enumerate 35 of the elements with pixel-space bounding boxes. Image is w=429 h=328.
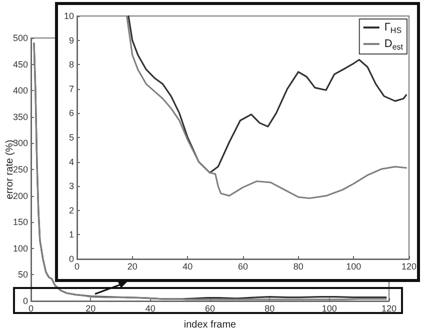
y-tick-label: 200 [12, 190, 28, 201]
y-tick-label: 50 [18, 270, 28, 280]
y-tick-label: 10 [64, 11, 74, 21]
y-tick-label: 3 [68, 181, 74, 192]
y-tick-label: 4 [68, 156, 74, 167]
x-tick-label: 20 [86, 304, 96, 314]
x-tick-label: 20 [127, 262, 138, 272]
y-tick-label: 2 [68, 205, 74, 216]
y-tick-label: 1 [68, 230, 74, 240]
y-tick-label: 150 [12, 217, 28, 228]
y-tick-label: 500 [12, 33, 28, 43]
x-tick-label: 60 [238, 262, 248, 272]
y-tick-label: 5 [68, 132, 74, 142]
y-tick-label: 0 [22, 296, 28, 306]
y-tick-label: 8 [68, 60, 74, 70]
y-tick-label: 7 [68, 84, 74, 94]
y-tick-label: 450 [12, 59, 28, 70]
x-tick-label: 120 [401, 262, 417, 272]
x-tick-label: 80 [264, 304, 275, 314]
x-tick-label: 60 [204, 304, 216, 314]
x-tick-label: 80 [293, 262, 304, 272]
y-tick-label: 100 [12, 243, 28, 254]
x-tick-label: 100 [322, 304, 337, 314]
y-tick-label: 350 [12, 112, 28, 122]
x-tick-label: 120 [381, 304, 397, 314]
y-tick-label: 250 [12, 164, 28, 174]
y-tick-label: 9 [68, 35, 74, 46]
y-tick-label: 6 [68, 108, 74, 118]
x-axis-title: index frame [184, 320, 237, 328]
y-tick-label: 300 [12, 138, 28, 148]
x-tick-label: 40 [145, 304, 156, 314]
x-tick-label: 100 [346, 262, 362, 272]
y-tick-label: 400 [12, 86, 28, 96]
y-tick-label: 0 [68, 254, 74, 264]
x-tick-label: 40 [182, 262, 193, 272]
